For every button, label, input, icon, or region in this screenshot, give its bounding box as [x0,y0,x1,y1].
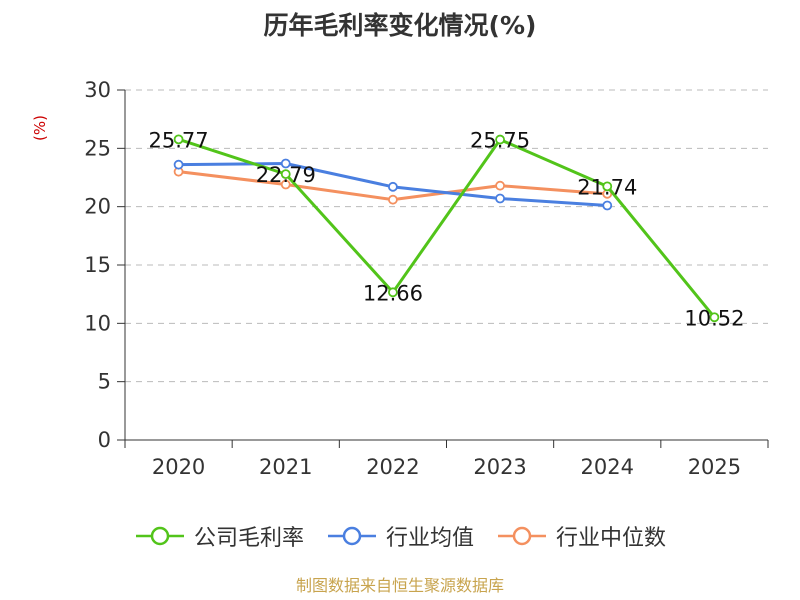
data-point [280,179,291,190]
y-tick-label: 0 [98,428,111,452]
source-note: 制图数据来自恒生聚源数据库 [295,576,504,595]
x-tick-label: 2024 [581,455,634,479]
data-label: 25.75 [470,129,530,153]
y-tick-label: 25 [84,136,111,160]
data-point [495,134,505,145]
series-line [178,137,716,319]
data-point [602,200,613,211]
legend-item[interactable]: 公司毛利率 [134,520,304,552]
data-label: 25.77 [149,128,209,152]
y-tick-label: 30 [84,78,111,102]
data-point [602,181,613,192]
legend: 公司毛利率 行业均值 行业中位数 [0,520,800,552]
x-tick-label: 2022 [366,455,419,479]
legend-label: 行业均值 [385,526,474,551]
data-point [709,312,720,323]
legend-label: 行业中位数 [556,526,667,551]
x-tick-label: 2020 [152,455,205,479]
data-label: 22.79 [256,163,316,187]
data-point [388,287,398,298]
data-point [173,134,184,145]
legend-swatch-icon [327,526,376,546]
data-point [173,159,184,170]
legend-label: 公司毛利率 [193,526,304,551]
legend-swatch-icon [135,526,184,546]
chart-title: 历年毛利率变化情况(%) [263,11,537,40]
data-point [388,181,398,192]
data-point [280,169,291,180]
x-tick-label: 2021 [259,455,312,479]
data-point [495,193,505,204]
y-tick-label: 5 [98,370,111,394]
data-point [495,180,505,191]
data-label: 21.74 [577,175,637,199]
x-tick-label: 2025 [688,455,741,479]
legend-swatch-icon [498,526,546,546]
data-point [388,194,398,205]
legend-item[interactable]: 行业中位数 [496,520,666,552]
y-tick-label: 15 [84,253,111,277]
y-tick-label: 10 [84,311,111,335]
data-label: 12.66 [363,281,423,305]
x-tick-label: 2023 [473,455,526,479]
data-label: 10.52 [684,306,744,330]
legend-item[interactable]: 行业均值 [326,520,474,552]
data-point [280,158,291,169]
y-tick-label: 20 [84,195,111,219]
